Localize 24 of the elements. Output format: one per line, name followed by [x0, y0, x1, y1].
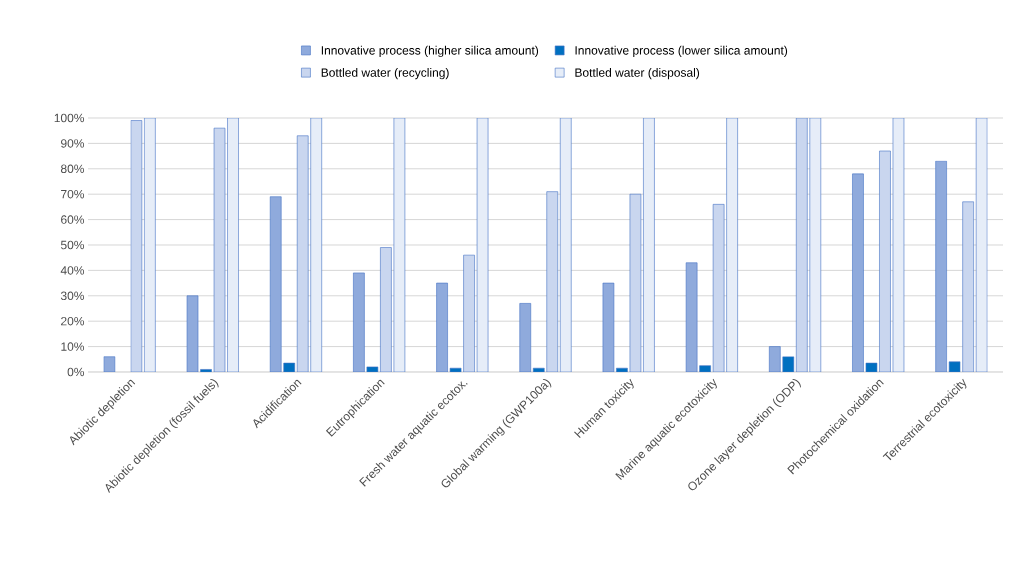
bar — [130, 120, 143, 372]
bar — [962, 201, 974, 372]
y-tick-label: 0% — [67, 367, 85, 377]
legend-label: Innovative process (lower silica amount) — [575, 45, 788, 58]
y-tick-label: 100% — [54, 113, 85, 123]
y-tick-label: 10% — [61, 342, 85, 351]
bar — [103, 356, 116, 372]
y-tick-label: 70% — [61, 189, 85, 199]
y-tick-label: 30% — [60, 291, 85, 301]
y-tick-label: 80% — [60, 164, 85, 174]
bar — [948, 361, 961, 372]
bar — [935, 160, 947, 372]
y-tick-label: 60% — [61, 215, 85, 224]
y-tick-label: 50% — [60, 240, 85, 250]
y-tick-label: 40% — [60, 266, 85, 275]
legend-label: Innovative process (higher silica amount) — [321, 45, 539, 58]
legend-label: Bottled water (disposal) — [575, 68, 700, 80]
bar — [975, 117, 988, 372]
legend-label: Bottled water (recycling) — [321, 68, 449, 80]
bar — [519, 303, 532, 372]
y-tick-label: 20% — [61, 316, 85, 326]
bar — [559, 117, 572, 372]
y-tick-label: 90% — [61, 139, 85, 148]
bar — [144, 117, 156, 372]
